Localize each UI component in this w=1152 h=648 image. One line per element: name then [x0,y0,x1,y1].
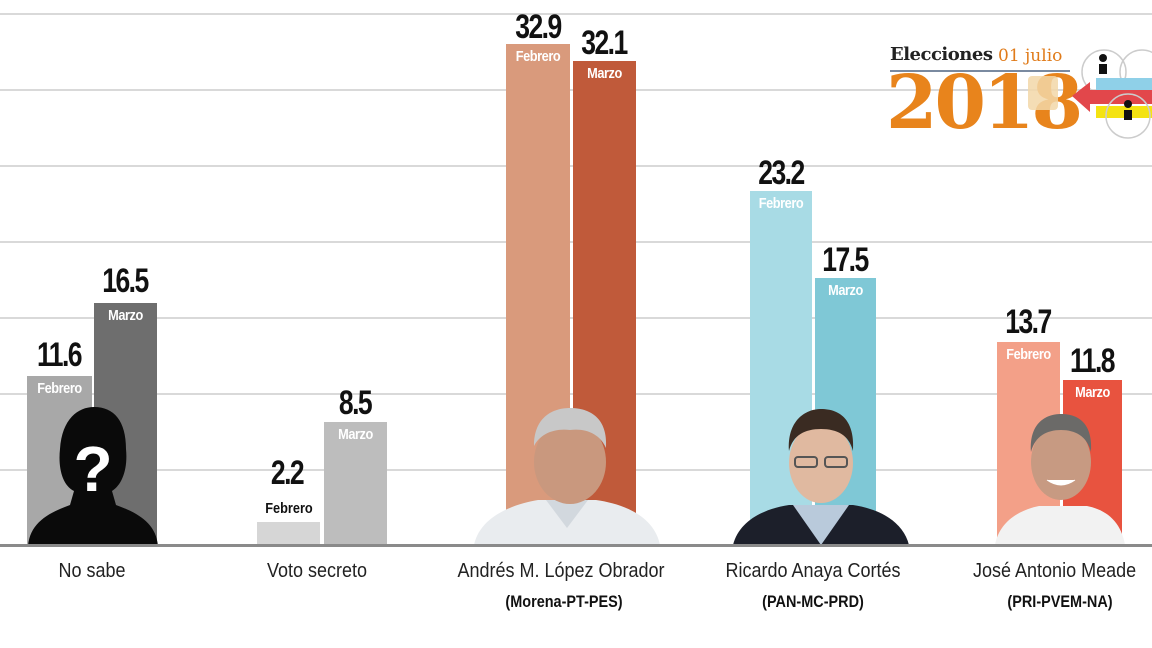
value-label: 13.7 [1005,303,1052,341]
bar-tag: Marzo [1075,384,1110,401]
bar-tag: Febrero [1006,346,1051,363]
party-label: (PRI-PVEM-NA) [1007,592,1113,611]
gridline [0,13,1152,15]
value-label: 17.5 [822,241,869,279]
bar-tag: Marzo [828,282,863,299]
svg-text:?: ? [73,433,112,505]
category-label: Andrés M. López Obrador [457,560,665,582]
elecciones-2018-logo: Elecciones 01 julio 2018 [886,40,1152,140]
category-label: No sabe [58,560,126,582]
unknown-person-silhouette-icon: ? [28,407,158,546]
value-label: 32.1 [581,24,628,62]
value-label: 2.2 [270,454,305,492]
value-label: 32.9 [515,8,562,46]
category-label: Voto secreto [266,560,368,582]
bar-votosecreto-marzo: Marzo [324,422,387,544]
ballot-arrow-icon [1072,49,1152,139]
value-label: 8.5 [338,384,373,422]
category-label: Ricardo Anaya Cortés [725,560,901,582]
value-label: 23.2 [758,154,805,192]
candidate-photo-anaya [733,409,909,545]
bar-tag: Marzo [587,65,622,82]
bar-tag: Febrero [265,500,313,517]
bar-tag: Marzo [108,307,143,324]
category-label: José Antonio Meade [973,560,1137,582]
candidate-photo-meade [995,414,1125,545]
value-label: 11.8 [1070,342,1115,380]
party-label: (Morena-PT-PES) [505,592,623,611]
logo-rule [890,70,1070,72]
value-label: 16.5 [102,262,149,300]
candidate-photo-amlo [474,408,660,545]
bar-tag: Febrero [515,48,561,65]
value-label: 11.6 [37,336,82,374]
chart-baseline [0,544,1152,547]
party-label: (PAN-MC-PRD) [762,592,864,611]
bar-tag: Febrero [758,195,804,212]
bar-votosecreto-febrero [257,522,320,544]
logo-date: 01 julio [998,46,1063,66]
bar-tag: Febrero [37,380,82,397]
bar-tag: Marzo [338,426,373,443]
hand-ballot-graphic [1028,76,1058,110]
logo-title: Elecciones [890,44,993,65]
